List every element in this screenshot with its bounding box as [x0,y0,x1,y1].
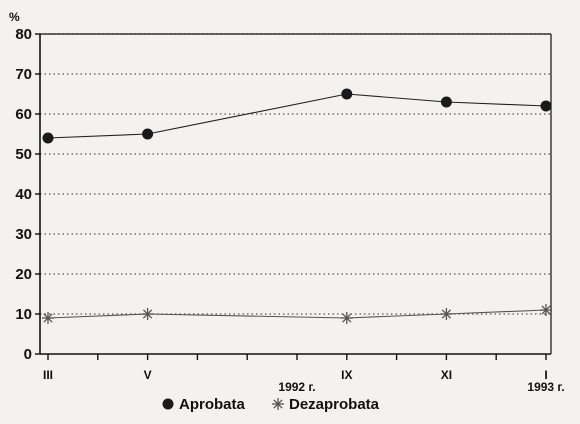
legend-label-aprobata: Aprobata [179,396,245,413]
point-dezaprobata-1 [141,308,154,320]
legend-label-dezaprobata: Dezaprobata [289,396,380,413]
y-tick-label-0: 0 [24,346,32,363]
point-aprobata-4 [540,100,552,112]
point-aprobata-1 [142,128,154,140]
y-tick-label-40: 40 [15,186,32,203]
point-dezaprobata-0 [42,312,54,324]
y-axis-unit: % [9,10,20,24]
point-aprobata-3 [440,96,452,108]
point-aprobata-0 [42,132,54,144]
x-tick-label-XI: XI [441,368,452,382]
point-dezaprobata-0-stroke-3 [43,313,53,323]
year-label-0: 1992 г. [278,380,315,394]
legend-marker-dezaprobata [272,398,284,410]
x-tick-label-V: V [144,368,152,382]
y-tick-label-60: 60 [15,106,32,123]
point-dezaprobata-4 [540,304,552,316]
point-dezaprobata-3-stroke-3 [441,309,452,319]
point-dezaprobata-2 [340,312,353,324]
point-dezaprobata-3 [440,308,453,320]
series-line-aprobata [47,93,547,139]
y-tick-label-50: 50 [15,146,32,163]
point-dezaprobata-2-stroke-3 [342,313,352,323]
x-tick-label-I: I [544,368,547,382]
x-tick-label-IX: IX [341,368,352,382]
axes [35,33,552,360]
y-tick-label-80: 80 [15,26,32,43]
series [42,88,552,324]
y-tick-label-30: 30 [15,226,32,243]
y-tick-label-10: 10 [15,306,32,323]
labels: 0 10 20 30 40 50 60 70 80% III V IX XI I 1992 г. 1993 г… [9,10,565,394]
point-aprobata-2 [341,88,353,100]
x-tick-label-III: III [43,368,53,382]
point-dezaprobata-4-stroke-3 [541,305,551,315]
gridlines [40,33,551,315]
legend-marker-dezaprobata-stroke-3 [273,399,283,409]
legend: Aprobata Dezaprobata [162,396,380,413]
y-tick-label-70: 70 [15,66,32,83]
y-tick-label-20: 20 [15,266,32,283]
legend-marker-aprobata [162,398,174,410]
year-label-1: 1993 г. [527,380,564,394]
point-dezaprobata-1-stroke-3 [142,309,153,319]
